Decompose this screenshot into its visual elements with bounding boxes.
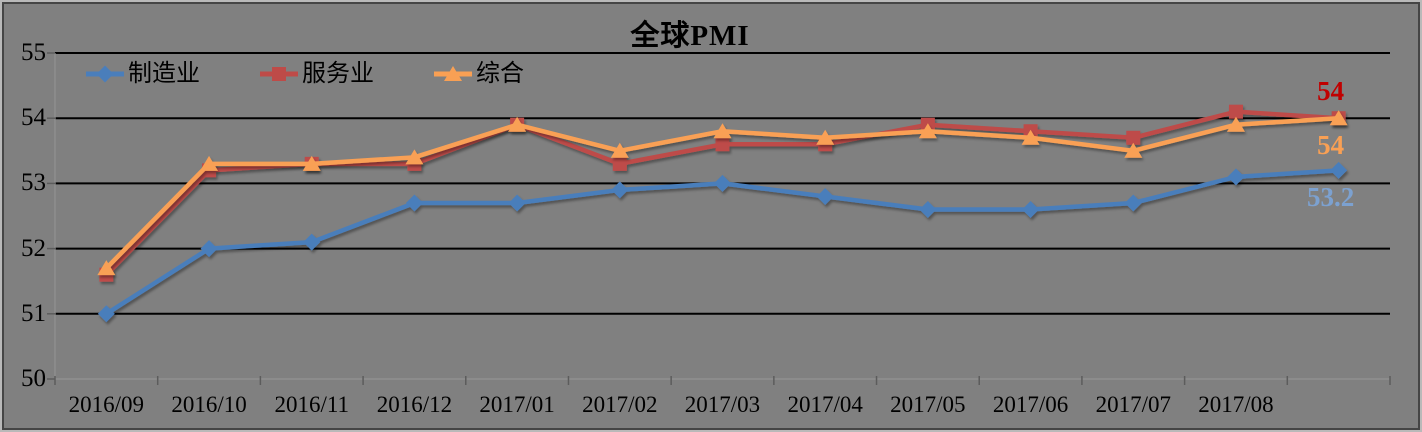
- series-综合: [97, 110, 1348, 276]
- diamond-marker: [714, 174, 731, 192]
- x-tick-label: 2017/08: [1198, 392, 1274, 417]
- triangle-marker: [816, 129, 835, 145]
- legend-item-0: 制造业: [86, 60, 200, 88]
- end-label-1: 54: [1317, 76, 1345, 107]
- end-label-0: 53.2: [1307, 182, 1355, 213]
- triangle-marker: [508, 116, 527, 132]
- x-tick-label: 2017/04: [787, 392, 863, 417]
- y-tick-label: 53: [21, 169, 46, 197]
- triangle-marker: [200, 155, 219, 171]
- y-tick-label: 55: [21, 39, 46, 66]
- x-tick-label: 2016/12: [376, 392, 453, 417]
- diamond-marker: [611, 181, 629, 199]
- x-tick-label: 2017/01: [479, 392, 555, 417]
- legend-label: 制造业: [128, 61, 200, 87]
- diamond-marker: [200, 240, 218, 258]
- diamond-marker: [405, 194, 423, 212]
- x-tick-label: 2016/10: [171, 392, 247, 417]
- end-label-2: 54: [1317, 130, 1345, 161]
- diamond-marker: [1227, 168, 1245, 186]
- diamond-marker: [303, 233, 321, 251]
- legend-label: 综合: [476, 61, 524, 87]
- triangle-marker: [610, 142, 629, 158]
- square-legend-swatch-icon: [260, 67, 298, 81]
- triangle-marker: [405, 149, 424, 165]
- x-tick-label: 2017/05: [890, 392, 966, 417]
- x-tick-label: 2017/07: [1095, 392, 1171, 417]
- triangle-legend-swatch-icon: [434, 66, 472, 81]
- chart-title: 全球PMI: [630, 20, 750, 52]
- square-marker: [1228, 104, 1243, 119]
- x-tick-label: 2017/02: [582, 392, 658, 417]
- triangle-marker: [302, 155, 321, 171]
- diamond-marker: [97, 305, 115, 323]
- square-marker: [612, 156, 627, 171]
- diamond-marker: [508, 194, 526, 212]
- square-marker: [1126, 130, 1141, 145]
- triangle-marker: [97, 260, 116, 276]
- legend: 制造业 服务业 综合: [86, 60, 524, 88]
- x-tick-label: 2017/03: [684, 392, 761, 417]
- y-tick-label: 50: [21, 365, 46, 392]
- x-tick-label: 2016/11: [274, 392, 349, 417]
- y-tick-label: 54: [21, 104, 46, 132]
- legend-label: 服务业: [302, 61, 374, 87]
- diamond-marker: [1124, 194, 1142, 212]
- series-制造业: [97, 161, 1348, 323]
- diamond-marker: [1022, 200, 1040, 218]
- diamond-legend-swatch-icon: [86, 65, 124, 83]
- x-tick-label: 2016/09: [68, 392, 145, 417]
- x-tick-label: 2017/06: [992, 392, 1069, 417]
- diamond-marker: [919, 200, 937, 218]
- triangle-marker: [1329, 110, 1348, 126]
- triangle-marker: [1226, 116, 1245, 132]
- square-marker: [715, 137, 730, 152]
- y-tick-label: 51: [21, 299, 46, 327]
- diamond-marker: [816, 187, 834, 205]
- triangle-marker: [918, 123, 937, 139]
- y-tick-label: 52: [21, 234, 46, 262]
- diamond-marker: [1330, 161, 1348, 179]
- triangle-marker: [1124, 142, 1143, 158]
- legend-item-1: 服务业: [260, 60, 374, 88]
- legend-item-2: 综合: [434, 60, 524, 88]
- triangle-marker: [713, 123, 732, 139]
- triangle-marker: [1021, 129, 1040, 145]
